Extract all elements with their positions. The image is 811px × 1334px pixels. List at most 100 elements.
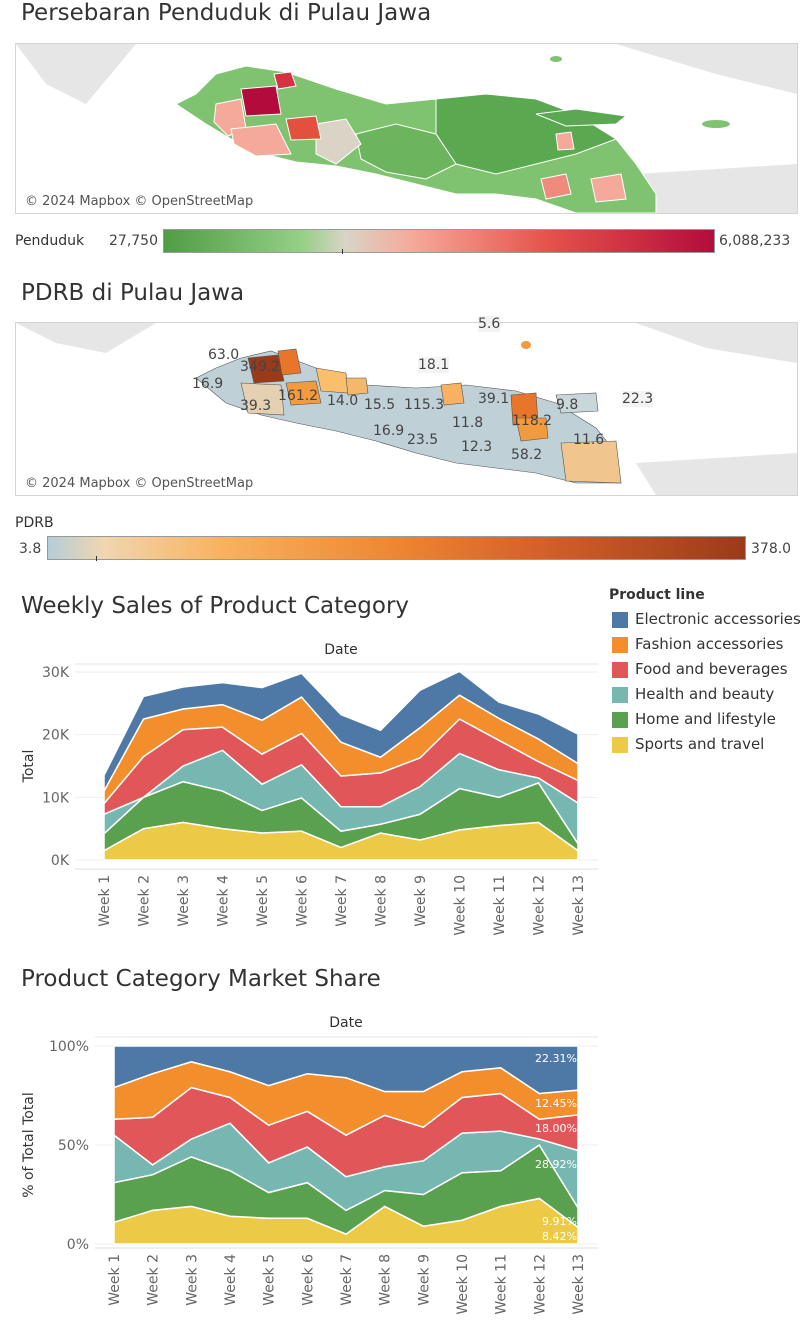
y-axis-title: Total xyxy=(21,750,37,784)
x-tick-label: Week 2 xyxy=(137,875,153,927)
pdrb-label: 118.2 xyxy=(512,413,553,429)
legend-swatch xyxy=(612,687,628,703)
x-tick-label: Week 3 xyxy=(176,875,192,927)
pdrb-map[interactable]: © 2024 Mapbox © OpenStreetMap xyxy=(15,322,798,496)
legend-swatch xyxy=(612,662,628,678)
x-tick-label: Week 13 xyxy=(571,1254,587,1315)
map1-attribution: © 2024 Mapbox © OpenStreetMap xyxy=(22,194,257,209)
pdrb-label: 16.9 xyxy=(373,423,405,439)
population-legend-label: Penduduk xyxy=(15,233,85,249)
population-color-ramp[interactable] xyxy=(163,229,715,253)
data-label: 22.31% xyxy=(535,1052,577,1065)
x-tick-label: Week 4 xyxy=(216,875,232,927)
x-tick-label: Week 13 xyxy=(571,875,587,936)
legend-label: Food and beverages xyxy=(635,660,788,678)
data-label: 9.91% xyxy=(542,1215,577,1228)
x-tick-label: Week 5 xyxy=(255,875,271,927)
pdrb-legend-min: 3.8 xyxy=(19,541,42,557)
population-legend-max: 6,088,233 xyxy=(719,233,791,249)
legend-swatch xyxy=(612,737,628,753)
population-legend-min: 27,750 xyxy=(109,233,158,249)
map2-attribution: © 2024 Mapbox © OpenStreetMap xyxy=(22,476,257,491)
pdrb-label: 16.9 xyxy=(192,376,224,392)
x-tick-label: Week 5 xyxy=(262,1254,278,1306)
x-tick-label: Week 8 xyxy=(374,875,390,927)
data-label: 12.45% xyxy=(535,1097,577,1110)
legend-label: Sports and travel xyxy=(635,735,765,753)
pdrb-label: 11.8 xyxy=(452,415,484,431)
population-map[interactable]: © 2024 Mapbox © OpenStreetMap xyxy=(15,43,798,214)
x-tick-label: Week 9 xyxy=(413,875,429,927)
y-tick-label: 10K xyxy=(42,790,70,806)
pdrb-color-ramp[interactable] xyxy=(47,536,746,560)
x-tick-label: Week 12 xyxy=(532,875,548,936)
legend-label: Health and beauty xyxy=(635,685,775,703)
y-tick-label: 20K xyxy=(42,728,70,744)
area-series[interactable] xyxy=(113,1045,579,1095)
pdrb-label: 11.6 xyxy=(573,432,605,448)
x-tick-label: Week 7 xyxy=(339,1254,355,1306)
y-tick-label: 30K xyxy=(42,665,70,681)
pdrb-legend-max: 378.0 xyxy=(751,541,792,557)
legend-swatch xyxy=(612,712,628,728)
pdrb-label: 63.0 xyxy=(208,347,240,363)
x-tick-label: Week 4 xyxy=(223,1254,239,1306)
y-tick-label: 50% xyxy=(58,1138,89,1154)
pdrb-ramp-marker xyxy=(96,556,97,561)
x-tick-label: Week 8 xyxy=(378,1254,394,1306)
pdrb-label: 349.2 xyxy=(240,359,281,375)
legend-label: Electronic accessories xyxy=(635,610,801,628)
map1-title: Persebaran Penduduk di Pulau Jawa xyxy=(21,0,432,26)
chart-header: Date xyxy=(324,642,357,658)
pdrb-label: 5.6 xyxy=(478,316,501,332)
pdrb-label: 22.3 xyxy=(622,391,654,407)
pdrb-label: 39.3 xyxy=(240,398,272,414)
chart-header: Date xyxy=(329,1015,362,1031)
pdrb-label: 161.2 xyxy=(278,388,319,404)
x-tick-label: Week 10 xyxy=(453,875,469,936)
pdrb-map-canvas xyxy=(16,323,797,495)
y-tick-label: 100% xyxy=(49,1039,89,1055)
y-tick-label: 0K xyxy=(51,853,70,869)
x-tick-label: Week 10 xyxy=(455,1254,471,1315)
weekly-sales-chart[interactable]: Date 0K 10K 20K 30K Total Week 1 Week 2 Week 3 We… xyxy=(0,630,600,950)
x-tick-label: Week 2 xyxy=(146,1254,162,1306)
x-tick-label: Week 12 xyxy=(532,1254,548,1315)
pdrb-label: 39.1 xyxy=(478,391,510,407)
data-label: 18.00% xyxy=(535,1122,577,1135)
pdrb-legend-label: PDRB xyxy=(15,515,54,531)
x-tick-label: Week 11 xyxy=(494,1254,510,1315)
data-label: 28.92% xyxy=(535,1158,577,1171)
x-tick-label: Week 6 xyxy=(295,875,311,927)
x-tick-label: Week 7 xyxy=(334,875,350,927)
pdrb-label: 58.2 xyxy=(511,447,543,463)
pdrb-label: 115.3 xyxy=(404,397,445,413)
pdrb-label: 14.0 xyxy=(327,393,359,409)
market-share-chart[interactable]: Date 0% 50% 100% % of Total Total Week 1 Week … xyxy=(0,1006,600,1326)
chart1-title: Weekly Sales of Product Category xyxy=(21,593,410,619)
product-line-legend-title: Product line xyxy=(609,587,705,603)
x-tick-label: Week 11 xyxy=(492,875,508,936)
x-tick-label: Week 1 xyxy=(97,875,113,927)
x-tick-label: Week 6 xyxy=(300,1254,316,1306)
pdrb-label: 18.1 xyxy=(418,357,450,373)
x-tick-label: Week 9 xyxy=(416,1254,432,1306)
y-tick-label: 0% xyxy=(67,1237,89,1253)
pdrb-label: 12.3 xyxy=(461,439,493,455)
x-tick-label: Week 1 xyxy=(107,1254,123,1306)
pdrb-label: 23.5 xyxy=(407,432,439,448)
x-tick-label: Week 3 xyxy=(184,1254,200,1306)
population-ramp-marker xyxy=(342,249,343,254)
legend-swatch xyxy=(612,637,628,653)
legend-label: Fashion accessories xyxy=(635,635,784,653)
area-series[interactable] xyxy=(103,670,579,792)
pdrb-label: 15.5 xyxy=(364,397,396,413)
legend-label: Home and lifestyle xyxy=(635,710,776,728)
legend-swatch xyxy=(612,612,628,628)
data-label: 8.42% xyxy=(542,1230,577,1243)
chart2-title: Product Category Market Share xyxy=(21,966,381,992)
map2-title: PDRB di Pulau Jawa xyxy=(21,280,245,306)
pdrb-label: 9.8 xyxy=(556,397,579,413)
population-map-canvas xyxy=(16,44,797,213)
y-axis-title: % of Total Total xyxy=(21,1092,37,1198)
